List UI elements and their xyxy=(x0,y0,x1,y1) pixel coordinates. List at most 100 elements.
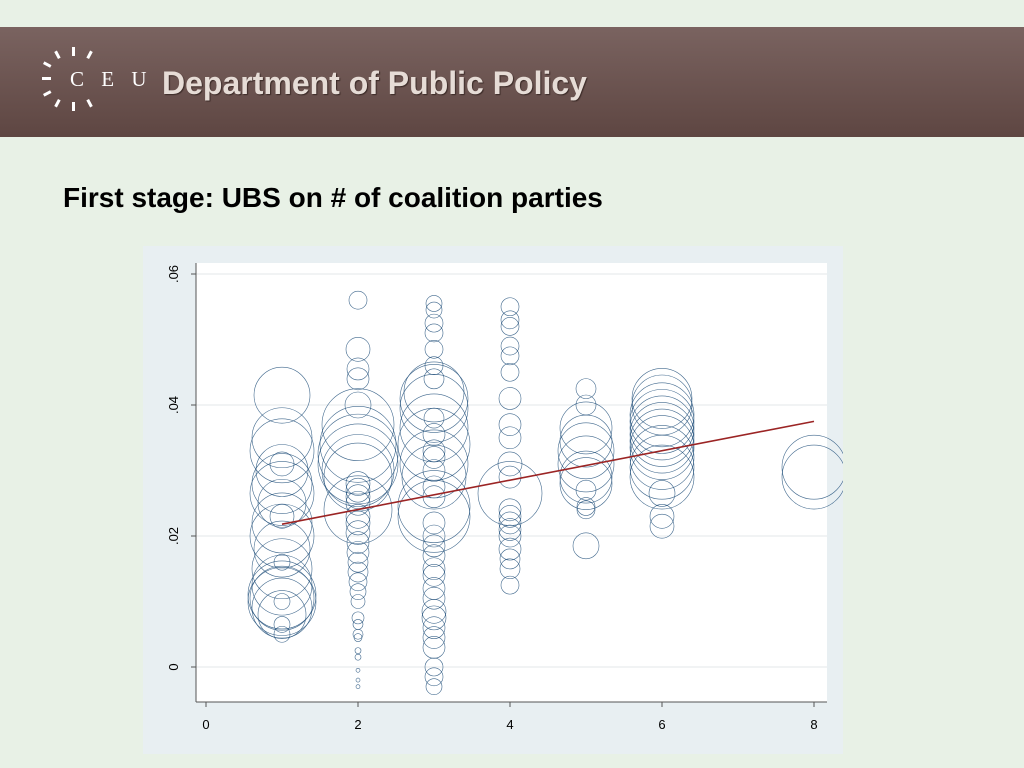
data-point xyxy=(422,616,446,640)
data-point xyxy=(498,465,522,489)
data-point xyxy=(321,388,395,461)
data-point xyxy=(345,520,371,546)
data-point xyxy=(346,541,370,564)
data-point xyxy=(649,504,675,529)
data-point xyxy=(354,647,362,654)
data-point xyxy=(397,470,471,543)
data-point xyxy=(572,532,600,560)
data-point xyxy=(559,401,613,455)
data-point xyxy=(355,677,361,683)
data-point xyxy=(498,413,522,436)
data-point xyxy=(351,611,365,625)
data-point xyxy=(498,505,522,528)
data-point xyxy=(355,684,361,689)
data-point xyxy=(345,484,371,509)
data-point xyxy=(629,434,695,500)
data-point xyxy=(257,478,307,528)
y-tick-label: 0 xyxy=(166,663,181,670)
y-tick-label: .06 xyxy=(166,265,181,283)
data-point xyxy=(500,310,520,330)
data-point xyxy=(423,368,445,390)
data-point xyxy=(319,406,397,483)
data-point xyxy=(251,538,313,600)
data-point xyxy=(500,575,520,595)
data-point xyxy=(401,444,467,510)
data-point xyxy=(649,513,675,539)
data-point xyxy=(249,418,315,484)
data-point xyxy=(557,422,615,480)
x-tick-label: 0 xyxy=(202,717,209,732)
data-point xyxy=(576,497,596,516)
data-point xyxy=(424,313,444,333)
data-point xyxy=(500,346,520,366)
data-point xyxy=(348,572,368,592)
data-point xyxy=(425,295,443,312)
data-point xyxy=(422,544,446,567)
ceu-sun-logo-icon xyxy=(42,47,93,111)
data-point xyxy=(648,480,676,507)
data-point xyxy=(498,511,522,535)
data-point xyxy=(422,475,446,499)
logo-letters: C E U xyxy=(70,67,153,91)
data-point xyxy=(350,594,366,609)
data-point xyxy=(629,395,695,461)
data-point xyxy=(399,373,469,443)
data-point xyxy=(422,446,446,469)
data-point xyxy=(557,435,615,493)
data-point xyxy=(559,450,613,504)
data-point xyxy=(251,407,313,469)
data-point xyxy=(345,337,371,362)
data-point xyxy=(348,290,368,310)
gridlines xyxy=(196,273,827,668)
data-point xyxy=(397,480,471,553)
data-point xyxy=(576,500,596,520)
data-point xyxy=(629,402,695,467)
data-point xyxy=(323,475,393,545)
data-point xyxy=(355,667,361,673)
data-point xyxy=(498,524,522,548)
data-point xyxy=(347,551,369,573)
data-point xyxy=(345,477,371,503)
x-tick-label: 4 xyxy=(506,717,513,732)
data-point xyxy=(629,408,695,474)
data-point xyxy=(500,362,520,382)
data-point xyxy=(269,504,295,529)
data-point xyxy=(344,391,372,419)
data-point xyxy=(424,323,444,343)
data-point xyxy=(251,453,313,514)
data-point xyxy=(499,548,521,570)
data-point xyxy=(575,479,597,501)
data-point xyxy=(422,459,446,482)
data-point xyxy=(345,510,371,536)
data-point xyxy=(425,678,443,695)
data-point xyxy=(500,317,520,336)
data-point xyxy=(273,593,291,610)
slide-title: First stage: UBS on # of coalition parti… xyxy=(63,182,603,213)
data-point xyxy=(422,511,446,535)
x-tick-label: 6 xyxy=(658,717,665,732)
data-point xyxy=(273,553,291,571)
data-point xyxy=(421,605,447,631)
fit-line-group xyxy=(281,420,815,525)
chart-svg: 0 .02 .04 .06 0 2 4 6 8 xyxy=(143,246,843,754)
data-point xyxy=(346,357,370,381)
data-point xyxy=(353,633,363,642)
data-point xyxy=(422,563,446,587)
data-point xyxy=(346,531,370,554)
data-point xyxy=(422,557,446,581)
x-tick-label: 2 xyxy=(354,717,361,732)
data-point xyxy=(559,457,613,510)
data-point xyxy=(253,520,311,578)
data-point xyxy=(347,561,369,583)
data-point xyxy=(249,461,315,526)
data-point xyxy=(346,367,370,391)
data-point xyxy=(498,537,522,561)
data-point xyxy=(422,586,446,610)
data-point xyxy=(425,301,443,319)
data-point xyxy=(345,471,371,496)
data-point xyxy=(273,616,291,633)
data-point xyxy=(424,657,444,677)
data-point xyxy=(629,382,695,448)
data-point xyxy=(421,599,447,624)
data-point xyxy=(257,590,307,639)
